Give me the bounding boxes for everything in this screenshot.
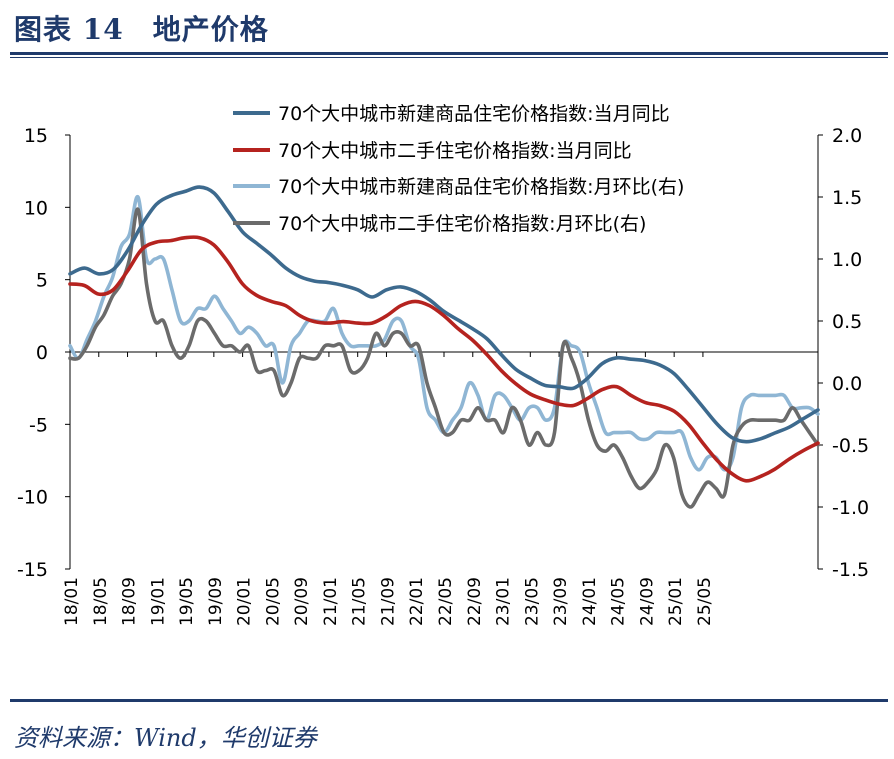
x-tick-label: 21/01 (321, 577, 341, 626)
right-tick-label: -1.5 (832, 559, 869, 581)
right-tick-label: -0.5 (832, 435, 869, 457)
x-tick-label: 19/01 (148, 577, 168, 626)
left-tick-label: -10 (17, 487, 48, 509)
figure-title: 图表 14 地产价格 (14, 13, 269, 46)
legend-bg-1 (274, 135, 650, 165)
x-tick-label: 19/05 (177, 577, 197, 626)
right-tick-label: 2.0 (832, 125, 862, 147)
x-tick-label: 24/09 (637, 577, 657, 626)
x-tick-label: 24/05 (609, 577, 629, 626)
house-price-chart: 15 10 5 0 -5 -10 -15 2.0 1.5 1.0 0.5 0.0 -0.5 -1.0 -1.… (16, 98, 870, 626)
title-rule-thin (10, 57, 888, 58)
left-tick-label: -15 (17, 559, 48, 581)
x-tick-label: 18/09 (120, 577, 140, 626)
x-tick-label: 23/09 (551, 577, 571, 626)
x-tick-label: 20/01 (235, 577, 255, 626)
x-tick-label: 20/05 (263, 577, 283, 626)
legend-label-0: 70个大中城市新建商品住宅价格指数:当月同比 (278, 103, 670, 125)
legend-label-3: 70个大中城市二手住宅价格指数:月环比(右) (278, 213, 646, 235)
right-tick-label: 0.5 (832, 311, 862, 333)
footer-rule (10, 699, 888, 702)
right-tick-label: 0.0 (832, 373, 862, 395)
left-tick-label: 10 (24, 197, 48, 219)
series-line-3 (68, 207, 820, 509)
x-tick-label: 20/09 (292, 577, 312, 626)
left-tick-label: -5 (29, 414, 48, 436)
x-tick-label: 19/09 (206, 577, 226, 626)
legend-bg-3 (274, 208, 687, 238)
right-tick-label: -1.0 (832, 497, 869, 519)
series-lines (68, 185, 820, 509)
legend-bg-2 (274, 171, 724, 201)
series-line-1 (68, 235, 820, 483)
x-tick-label: 21/09 (378, 577, 398, 626)
legend-label-1: 70个大中城市二手住宅价格指数:当月同比 (278, 140, 632, 162)
x-tick-label: 18/05 (91, 577, 111, 626)
source-note: 资料来源：Wind，华创证券 (14, 724, 317, 752)
left-tick-label: 5 (36, 270, 48, 292)
left-tick-label: 15 (24, 125, 48, 147)
title-rule (10, 52, 888, 55)
legend: 70个大中城市新建商品住宅价格指数:当月同比 70个大中城市二手住宅价格指数:当月… (233, 98, 724, 238)
legend-bg-0 (274, 98, 687, 128)
x-tick-label: 22/09 (465, 577, 485, 626)
x-tick-label: 18/01 (62, 577, 82, 626)
x-tick-label: 22/01 (407, 577, 427, 626)
legend-label-2: 70个大中城市新建商品住宅价格指数:月环比(右) (278, 176, 684, 198)
x-tick-label: 22/05 (436, 577, 456, 626)
x-tick-label: 24/01 (580, 577, 600, 626)
x-tick-label: 23/01 (494, 577, 514, 626)
right-tick-label: 1.5 (832, 187, 862, 209)
axes: 15 10 5 0 -5 -10 -15 2.0 1.5 1.0 0.5 0.0 -0.5 -1.0 -1.… (17, 125, 869, 626)
right-tick-label: 1.0 (832, 249, 862, 271)
x-tick-label: 25/01 (666, 577, 686, 626)
left-tick-label: 0 (36, 342, 48, 364)
x-tick-label: 23/05 (522, 577, 542, 626)
x-tick-label: 21/05 (350, 577, 370, 626)
x-tick-label: 25/05 (695, 577, 715, 626)
series-line-0 (68, 185, 820, 444)
